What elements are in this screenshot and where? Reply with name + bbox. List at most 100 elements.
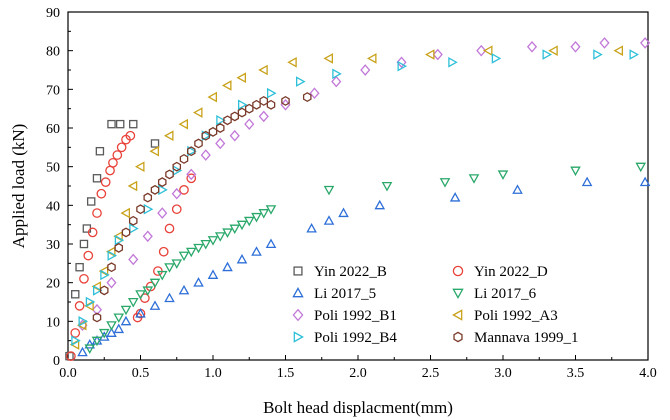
legend-marker [292,287,304,298]
data-point [193,277,204,287]
data-point [74,301,85,311]
data-point [252,99,261,110]
data-point [229,129,240,142]
data-point [171,204,182,215]
legend-label: Li 2017_5 [314,286,376,302]
data-point [323,53,334,64]
data-point [178,284,190,295]
x-tick-label: 3.0 [494,366,512,381]
data-point [165,169,174,180]
data-point [115,119,125,129]
data-point [158,246,169,257]
data-point [185,247,197,258]
data-point [99,285,109,296]
x-tick-label: 1.0 [204,366,222,381]
legend-marker [292,308,304,322]
data-point [157,207,168,219]
data-point [77,346,88,357]
data-point [366,53,377,64]
x-tick-label: 3.5 [567,366,585,381]
data-point [265,205,277,215]
data-point [128,215,138,226]
data-point [116,142,127,153]
data-point [207,236,219,246]
data-point [85,296,96,308]
x-tick-label: 2.0 [349,366,367,381]
data-point [186,168,197,181]
data-point [323,215,335,225]
series-li-2017-6 [84,162,647,354]
data-point [613,45,624,56]
y-axis-title: Applied load (kN) [9,124,28,249]
data-point [258,110,269,123]
data-point [98,328,110,339]
data-point [374,199,386,210]
data-point [207,269,219,279]
legend-marker [293,331,304,343]
data-point [468,174,480,184]
data-point [70,328,81,338]
data-point [106,321,117,331]
data-point [95,146,105,156]
data-point [570,40,581,53]
data-point [158,184,168,196]
x-axis-title: Bolt head displacment(mm) [263,398,453,417]
data-point [163,130,174,142]
data-point [86,197,96,206]
data-point [236,220,248,231]
legend-marker [453,331,463,343]
legend-label: Poli 1992_B4 [314,330,397,346]
data-point [200,239,212,250]
y-tick-label: 20 [46,277,60,292]
data-point [237,107,247,118]
data-point [548,45,558,56]
data-point [258,209,270,219]
data-point [236,253,248,264]
data-point [192,107,203,118]
data-point [306,222,317,233]
data-point [92,285,103,296]
data-point [208,126,218,137]
data-point [302,92,312,103]
data-point [84,300,94,312]
data-point [251,212,262,223]
data-point [91,303,103,316]
legend-marker [293,266,303,276]
data-point [106,276,117,289]
y-tick-label: 90 [46,6,60,21]
data-point [236,72,247,84]
data-point [143,203,154,215]
data-point [100,177,111,187]
data-point [164,223,175,234]
series-mannava-1999-1 [92,92,312,323]
y-tick-label: 50 [46,161,60,176]
legend-item: Poli 1992_B4 [293,330,397,346]
data-point [222,228,233,238]
data-point [134,161,145,172]
data-point [396,56,407,69]
data-point [178,251,190,262]
series-yin-2022-b [65,119,160,361]
data-point [244,118,255,130]
data-point [323,185,335,196]
data-point [149,145,160,157]
data-point [186,146,196,157]
data-point [172,165,183,176]
data-point [171,187,182,200]
data-point [599,37,610,49]
data-point [221,80,232,91]
data-point [108,157,118,168]
legend-marker [452,288,464,299]
series-poli-1992-a3 [69,45,624,350]
data-point [215,137,226,150]
data-point [439,178,451,188]
data-point [83,250,94,261]
legend-item: Poli 1992_B1 [292,308,397,324]
data-point [381,181,393,192]
data-point [259,95,269,106]
data-point [164,292,175,303]
data-point [129,119,138,129]
data-point [237,99,248,111]
data-point [338,207,349,218]
data-point [360,64,371,76]
